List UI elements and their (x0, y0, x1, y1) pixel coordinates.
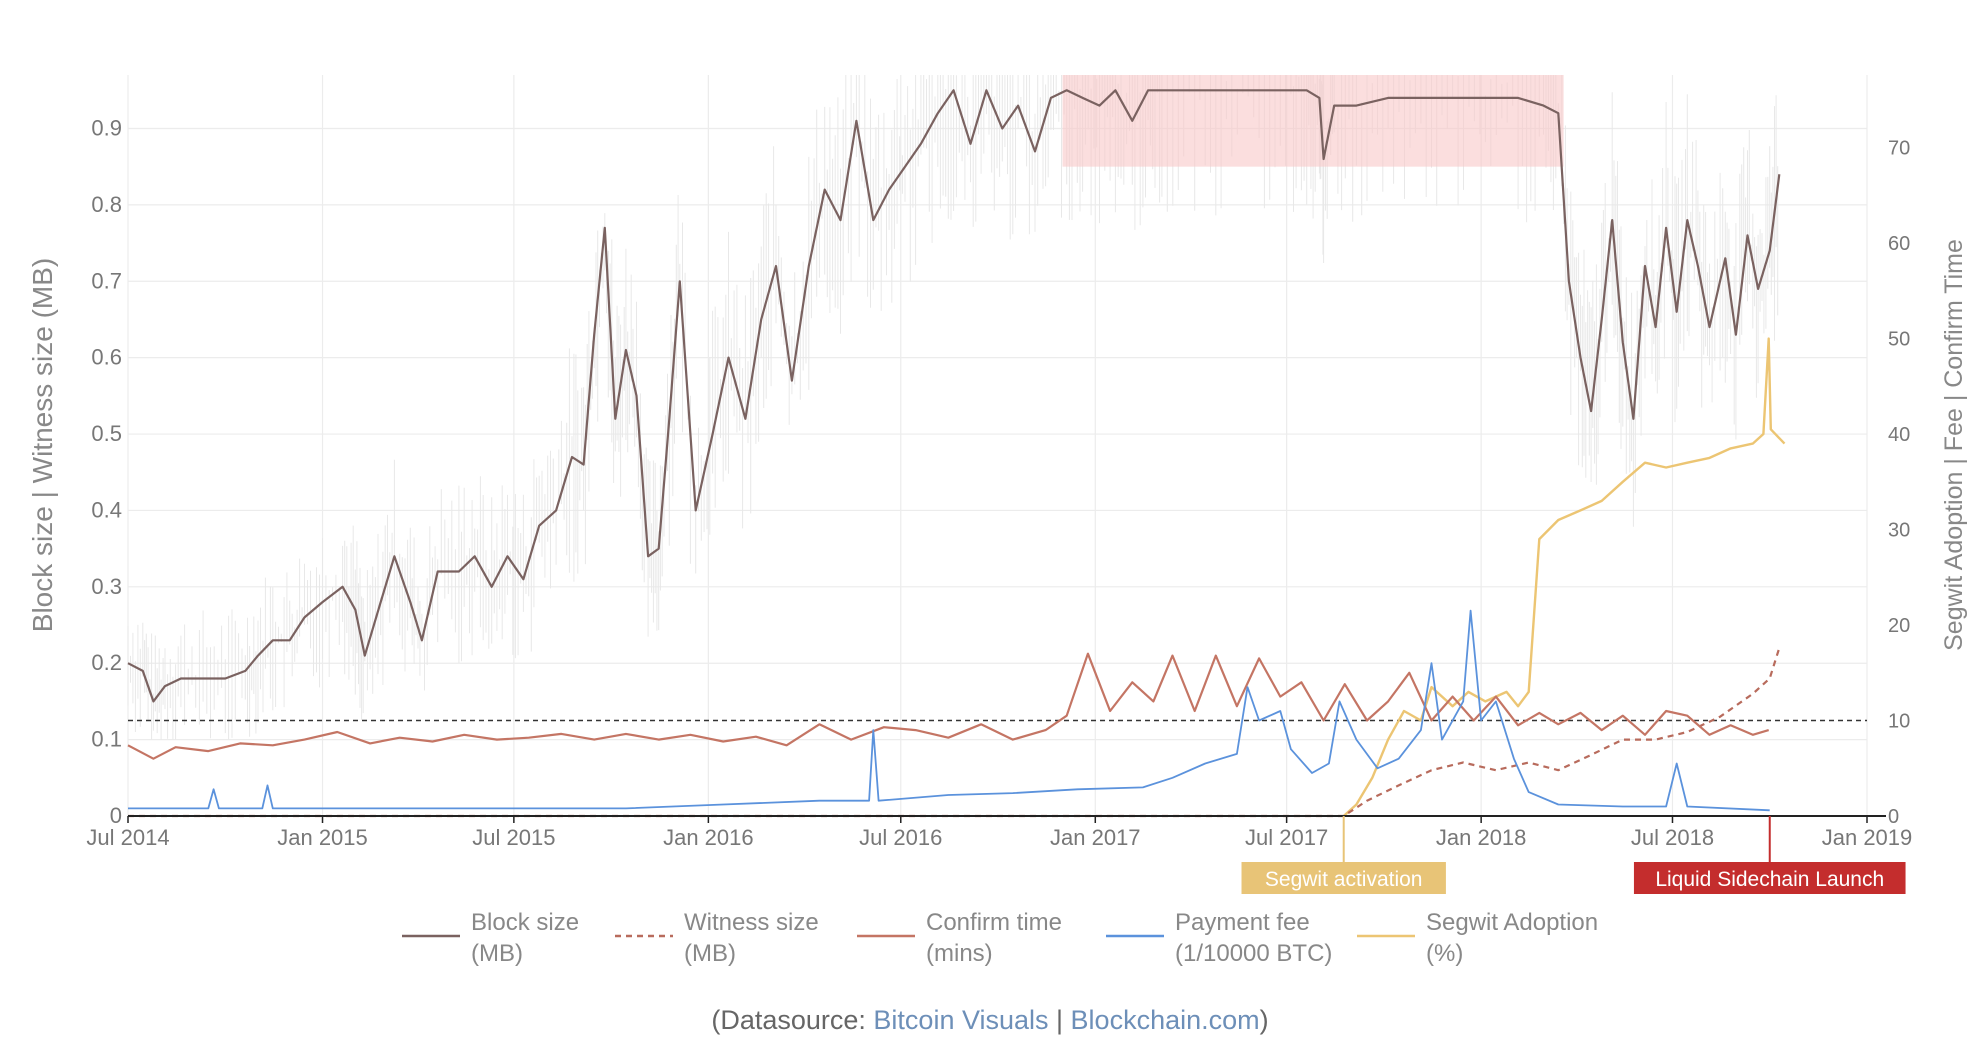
source-link-bitcoin-visuals[interactable]: Bitcoin Visuals (873, 1005, 1049, 1035)
legend-label-payment-fee: Payment fee (1175, 909, 1310, 936)
legend-label-confirm-time: Confirm time (926, 909, 1062, 936)
full-blocks-highlight (1062, 75, 1564, 167)
legend-unit-witness-size: (MB) (684, 940, 736, 967)
y-axis-left-ticks: 0 0.1 0.2 0.3 0.4 0.5 0.6 0.7 0.8 0.9 (91, 115, 122, 828)
annotation-label-liquid-sidechain-launch: Liquid Sidechain Launch (1655, 868, 1884, 891)
data-source-credit: (Datasource: Bitcoin Visuals | Blockchai… (0, 1005, 1980, 1036)
y-right-tick-label-2: 20 (1888, 615, 1910, 637)
legend-unit-block-size: (MB) (471, 940, 523, 967)
legend-unit-payment-fee: (1/10000 BTC) (1175, 940, 1332, 967)
y-right-tick-label-4: 40 (1888, 424, 1910, 446)
series-line-confirm-time (127, 652, 1770, 760)
series-line-witness-size (128, 647, 1781, 818)
x-tick-label-4: Jul 2016 (859, 825, 942, 850)
legend-label-block-size: Block size (471, 909, 579, 936)
legend-label-segwit-adoption: Segwit Adoption (1426, 909, 1598, 936)
block-size-daily-noise (127, 75, 1779, 740)
x-tick-label-7: Jan 2018 (1436, 825, 1527, 850)
y-right-tick-label-3: 30 (1888, 520, 1910, 542)
y-right-tick-label-6: 60 (1888, 233, 1910, 255)
y-right-tick-label-0: 0 (1888, 806, 1899, 828)
source-prefix: (Datasource: (711, 1005, 874, 1035)
y-right-tick-label-5: 50 (1888, 329, 1910, 351)
source-link-blockchain[interactable]: Blockchain.com (1070, 1005, 1260, 1035)
gridlines (127, 75, 1868, 817)
series-lines (127, 89, 1786, 818)
series-line-block-size (127, 89, 1781, 703)
y-left-tick-label-0: 0 (110, 803, 122, 828)
y-left-tick-label-4: 0.4 (91, 497, 122, 522)
y-left-tick-label-7: 0.7 (91, 268, 122, 293)
y-left-tick-label-2: 0.2 (91, 650, 122, 675)
y-right-tick-label-1: 10 (1888, 711, 1910, 733)
legend: Block size (MB) Witness size (MB) Confirm ti… (402, 909, 1598, 967)
annotation-label-segwit-activation: Segwit activation (1265, 868, 1423, 891)
x-tick-label-6: Jul 2017 (1245, 825, 1328, 850)
y-left-tick-label-1: 0.1 (91, 727, 122, 752)
y-axis-right-title: Segwit Adoption | Fee | Confirm Time (1940, 239, 1968, 651)
legend-unit-segwit-adoption: (%) (1426, 940, 1463, 967)
source-suffix: ) (1259, 1005, 1269, 1035)
y-axis-left-title: Block size | Witness size (MB) (27, 258, 58, 632)
x-tick-label-9: Jan 2019 (1822, 825, 1913, 850)
y-right-tick-label-7: 70 (1888, 138, 1910, 160)
legend-unit-confirm-time: (mins) (926, 940, 993, 967)
legend-label-witness-size: Witness size (684, 909, 819, 936)
y-left-tick-label-9: 0.9 (91, 115, 122, 140)
x-tick-label-2: Jul 2015 (472, 825, 555, 850)
y-left-tick-label-8: 0.8 (91, 192, 122, 217)
series-line-segwit-adoption (1342, 337, 1786, 817)
x-tick-label-1: Jan 2015 (277, 825, 368, 850)
annotation-box-segwit-activation (1241, 862, 1446, 894)
y-axis-right-ticks: 0 10 20 30 40 50 60 70 (1888, 138, 1910, 828)
x-tick-label-0: Jul 2014 (86, 825, 169, 850)
daily-noise-band (127, 75, 1779, 740)
annotation-box-liquid-sidechain-launch (1633, 862, 1906, 894)
highlight-region (1062, 75, 1564, 167)
y-left-tick-label-6: 0.6 (91, 345, 122, 370)
x-axis-ticks: Jul 2014 Jan 2015 Jul 2015 Jan 2016 Jul 2016… (86, 816, 1912, 850)
x-tick-label-5: Jan 2017 (1050, 825, 1141, 850)
y-left-tick-label-5: 0.5 (91, 421, 122, 446)
series-line-payment-fee (128, 609, 1770, 812)
annotations: Segwit activation Liquid Sidechain Launch (1241, 816, 1906, 894)
source-separator: | (1048, 1005, 1071, 1035)
y-left-tick-label-3: 0.3 (91, 574, 122, 599)
x-tick-label-3: Jan 2016 (663, 825, 754, 850)
x-tick-label-8: Jul 2018 (1631, 825, 1714, 850)
